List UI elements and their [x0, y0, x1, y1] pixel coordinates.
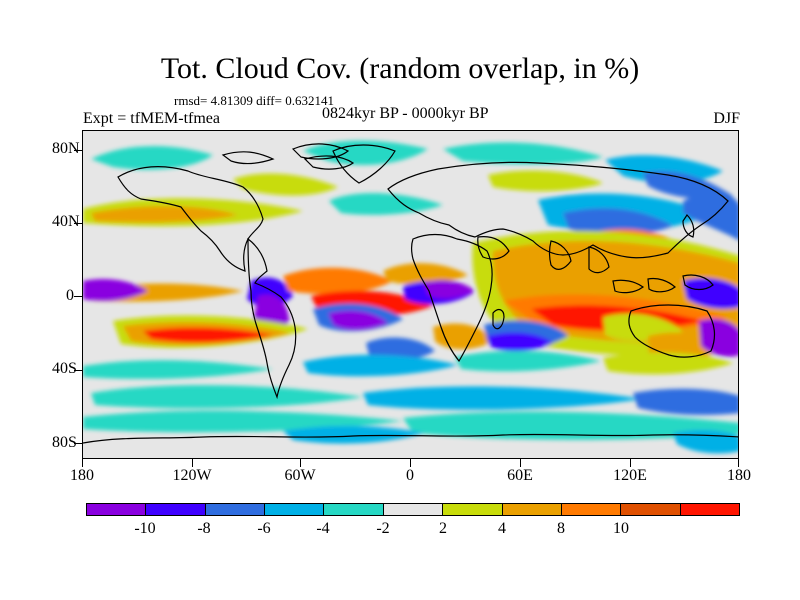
x-tick-mark [520, 459, 521, 467]
colorbar-label-minus8: -8 [197, 520, 211, 537]
x-tick-mark [630, 459, 631, 467]
colorbar-swatch-3 [205, 504, 266, 515]
x-tick-mark [192, 459, 193, 467]
colorbar-label-minus2: -2 [376, 520, 390, 537]
anomaly-fields [83, 140, 738, 454]
cloud-anomaly-map [83, 131, 738, 458]
colorbar-swatch-9 [561, 504, 622, 515]
y-tick-mark [74, 296, 82, 297]
lon-label-60e: 60E [507, 467, 533, 484]
colorbar-swatch-1 [87, 504, 147, 515]
x-tick-mark [410, 459, 411, 467]
colorbar-label-10: 10 [613, 520, 629, 537]
lon-label-180w: 180 [70, 467, 94, 484]
colorbar-label-minus10: -10 [134, 520, 156, 537]
lon-label-60w: 60W [284, 467, 316, 484]
colorbar-swatch-6 [383, 504, 444, 515]
lon-label-120w: 120W [172, 467, 212, 484]
coastlines [83, 143, 738, 444]
colorbar-swatch-11 [680, 504, 739, 515]
x-tick-mark [300, 459, 301, 467]
x-tick-mark [82, 459, 83, 467]
colorbar-swatch-7 [443, 504, 503, 515]
colorbar-label-minus6: -6 [257, 520, 271, 537]
colorbar-swatch-2 [146, 504, 206, 515]
lat-label-40n: 40N [52, 213, 80, 230]
experiment-label: Expt = tfMEM-tfmea [83, 110, 220, 127]
colorbar-swatch-5 [324, 504, 384, 515]
lon-label-120e: 120E [613, 467, 647, 484]
season-label: DJF [713, 110, 740, 127]
map-title: Tot. Cloud Cov. (random overlap, in %) [160, 52, 640, 85]
x-tick-mark [738, 459, 739, 467]
lat-label-40s: 40S [52, 360, 77, 377]
lat-label-80n: 80N [52, 140, 80, 157]
lat-label-equator: 0 [66, 287, 74, 304]
colorbar-label-8: 8 [557, 520, 565, 537]
colorbar-label-4: 4 [498, 520, 506, 537]
colorbar-swatch-8 [502, 504, 562, 515]
lon-label-0: 0 [406, 467, 414, 484]
colorbar-label-2: 2 [439, 520, 447, 537]
lat-label-80s: 80S [52, 434, 77, 451]
y-tick-mark [74, 223, 82, 224]
lon-label-180e: 180 [727, 467, 751, 484]
period-label: 0824kyr BP - 0000kyr BP [322, 105, 489, 122]
y-tick-mark [74, 150, 82, 151]
colorbar [86, 503, 740, 516]
colorbar-label-minus4: -4 [316, 520, 330, 537]
map-panel [82, 130, 739, 459]
stats-text: rmsd= 4.81309 diff= 0.632141 [174, 93, 334, 108]
y-tick-mark [74, 443, 82, 444]
colorbar-swatch-10 [621, 504, 681, 515]
colorbar-swatch-4 [265, 504, 325, 515]
y-tick-mark [74, 370, 82, 371]
